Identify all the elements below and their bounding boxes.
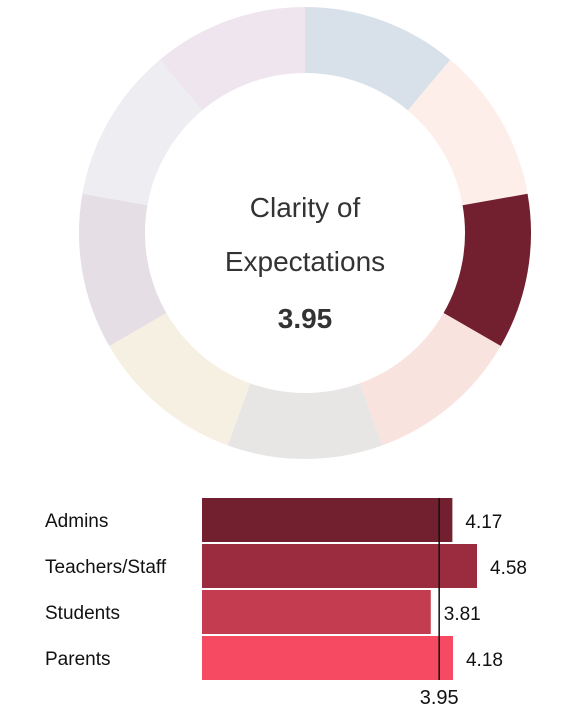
donut-title-line-2: Expectations xyxy=(225,246,385,277)
bar-label-3: Students xyxy=(45,603,120,624)
bar-label-4: Parents xyxy=(45,649,110,670)
donut-segment-1[interactable] xyxy=(305,7,451,111)
donut-center-value: 3.95 xyxy=(278,303,333,334)
bar-value-4: 4.18 xyxy=(466,650,503,671)
bar-1[interactable] xyxy=(202,498,453,542)
donut-segment-3[interactable] xyxy=(443,193,531,346)
donut-chart: Clarity of Expectations 3.95 xyxy=(78,6,531,459)
bar-2[interactable] xyxy=(202,544,477,588)
bar-value-labels: 4.17 4.58 3.81 4.18 xyxy=(444,512,527,671)
donut-segment-9[interactable] xyxy=(159,6,305,111)
bar-label-1: Admins xyxy=(45,511,108,532)
bar-rects xyxy=(202,498,477,680)
donut-segment-4[interactable] xyxy=(359,313,501,446)
bar-value-1: 4.17 xyxy=(465,512,502,533)
donut-segment-5[interactable] xyxy=(227,383,383,459)
bar-3[interactable] xyxy=(202,590,431,634)
reference-line-label: 3.95 xyxy=(420,687,459,709)
bar-4[interactable] xyxy=(202,636,453,680)
donut-segments xyxy=(78,6,531,459)
bar-label-2: Teachers/Staff xyxy=(45,557,167,578)
donut-segment-2[interactable] xyxy=(407,59,528,206)
donut-segment-7[interactable] xyxy=(78,193,167,346)
bar-value-3: 3.81 xyxy=(444,604,481,625)
donut-segment-6[interactable] xyxy=(109,313,251,446)
bar-value-2: 4.58 xyxy=(490,558,527,579)
donut-title-line-1: Clarity of xyxy=(250,192,361,223)
bar-category-labels: Admins Teachers/Staff Students Parents xyxy=(45,511,167,670)
donut-segment-8[interactable] xyxy=(82,59,203,206)
bar-chart: Admins Teachers/Staff Students Parents 4.17… xyxy=(45,498,527,709)
